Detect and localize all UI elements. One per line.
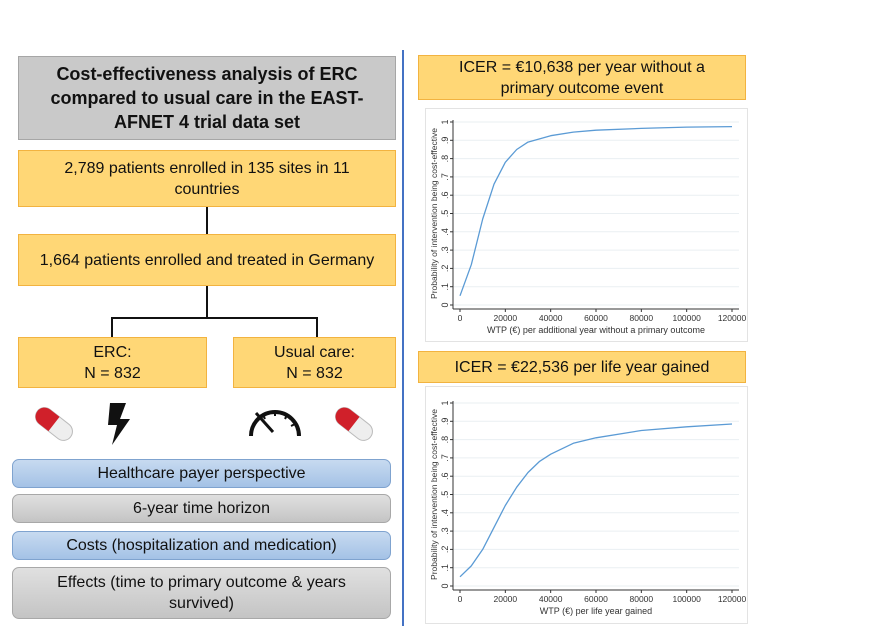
x-tick-label: 60000 bbox=[584, 594, 608, 604]
x-tick-label: 80000 bbox=[630, 313, 654, 323]
chart-1-svg: 0 .1 .2 .3 .4 .5 .6 .7 .8 .9 1 0 20000 40000 60000 8000… bbox=[429, 119, 747, 335]
time-horizon-item: 6-year time horizon bbox=[12, 494, 391, 523]
x-axis-label: WTP (€) per additional year without a pr… bbox=[487, 325, 705, 335]
pill-icon bbox=[35, 407, 73, 441]
divider bbox=[402, 50, 404, 626]
x-tick-label: 100000 bbox=[672, 313, 701, 323]
y-tick-label: .2 bbox=[440, 265, 450, 273]
acceptability-curve bbox=[459, 125, 733, 297]
x-tick-label: 40000 bbox=[539, 594, 563, 604]
lightning-icon bbox=[108, 403, 130, 445]
chart-1: 0 .1 .2 .3 .4 .5 .6 .7 .8 .9 1 0 20000 40000 60000 8000… bbox=[425, 108, 748, 342]
y-tick-label: .6 bbox=[440, 472, 450, 480]
y-tick-label: .7 bbox=[440, 454, 450, 462]
erc-n: N = 832 bbox=[84, 364, 141, 382]
x-tick-label: 20000 bbox=[494, 594, 518, 604]
connector-line bbox=[111, 317, 318, 319]
y-tick-label: .9 bbox=[440, 137, 450, 145]
usual-care-box: Usual care: N = 832 bbox=[233, 337, 396, 388]
connector-line bbox=[111, 317, 113, 337]
y-tick-label: .8 bbox=[440, 155, 450, 163]
y-axis-label: Probability of intervention being cost-e… bbox=[429, 128, 439, 299]
enrolled-box: 2,789 patients enrolled in 135 sites in … bbox=[18, 150, 396, 207]
connector-line bbox=[206, 286, 208, 318]
y-tick-label: .4 bbox=[440, 509, 450, 517]
item-text: Healthcare payer perspective bbox=[97, 465, 306, 482]
connector-line bbox=[206, 207, 208, 234]
y-tick-label: .3 bbox=[440, 527, 450, 535]
x-tick-label: 120000 bbox=[718, 594, 747, 604]
connector-line bbox=[316, 317, 318, 337]
y-tick-label: 0 bbox=[440, 583, 450, 588]
y-tick-label: .3 bbox=[440, 246, 450, 254]
x-tick-label: 60000 bbox=[584, 313, 608, 323]
x-tick-label: 120000 bbox=[718, 313, 747, 323]
y-tick-label: .4 bbox=[440, 228, 450, 236]
pill-icon bbox=[335, 407, 373, 441]
chart-2: 0 .1 .2 .3 .4 .5 .6 .7 .8 .9 1 0 20000 40000 60000 8000… bbox=[425, 386, 748, 624]
germany-box: 1,664 patients enrolled and treated in G… bbox=[18, 234, 396, 286]
x-tick-label: 0 bbox=[458, 313, 463, 323]
icer1-text: ICER = €10,638 per year without a primar… bbox=[459, 58, 705, 97]
y-tick-label: .5 bbox=[440, 210, 450, 218]
title: Cost-effectiveness analysis of ERC compa… bbox=[50, 64, 364, 132]
y-tick-label: .1 bbox=[440, 283, 450, 291]
y-axis-label: Probability of intervention being cost-e… bbox=[429, 409, 439, 580]
y-tick-label: 0 bbox=[440, 302, 450, 307]
erc-label: ERC: bbox=[93, 343, 132, 361]
enrolled-text: 2,789 patients enrolled in 135 sites in … bbox=[64, 159, 350, 198]
title-box: Cost-effectiveness analysis of ERC compa… bbox=[18, 56, 396, 140]
item-text: 6-year time horizon bbox=[133, 500, 270, 517]
y-tick-label: 1 bbox=[440, 119, 450, 124]
item-text: Effects (time to primary outcome & years… bbox=[57, 574, 346, 612]
y-tick-label: .8 bbox=[440, 436, 450, 444]
usual-care-n: N = 832 bbox=[286, 364, 343, 382]
icer1-box: ICER = €10,638 per year without a primar… bbox=[418, 55, 746, 100]
germany-text: 1,664 patients enrolled and treated in G… bbox=[39, 251, 375, 269]
speedometer-icon bbox=[249, 410, 301, 437]
x-tick-label: 100000 bbox=[672, 594, 701, 604]
perspective-item: Healthcare payer perspective bbox=[12, 459, 391, 488]
x-tick-label: 20000 bbox=[494, 313, 518, 323]
y-tick-label: 1 bbox=[440, 400, 450, 405]
erc-box: ERC: N = 832 bbox=[18, 337, 207, 388]
item-text: Costs (hospitalization and medication) bbox=[66, 537, 337, 554]
icer2-text: ICER = €22,536 per life year gained bbox=[454, 358, 710, 376]
y-tick-label: .9 bbox=[440, 418, 450, 426]
chart-2-svg: 0 .1 .2 .3 .4 .5 .6 .7 .8 .9 1 0 20000 40000 60000 8000… bbox=[429, 400, 747, 616]
y-tick-label: .2 bbox=[440, 546, 450, 554]
x-tick-label: 0 bbox=[458, 594, 463, 604]
y-tick-label: .1 bbox=[440, 564, 450, 572]
icer2-box: ICER = €22,536 per life year gained bbox=[418, 351, 746, 383]
acceptability-curve bbox=[459, 423, 733, 578]
x-axis-label: WTP (€) per life year gained bbox=[540, 606, 652, 616]
x-tick-label: 40000 bbox=[539, 313, 563, 323]
y-tick-label: .6 bbox=[440, 191, 450, 199]
usual-care-label: Usual care: bbox=[274, 343, 355, 361]
effects-item: Effects (time to primary outcome & years… bbox=[12, 567, 391, 619]
costs-item: Costs (hospitalization and medication) bbox=[12, 531, 391, 560]
y-tick-label: .7 bbox=[440, 173, 450, 181]
x-tick-label: 80000 bbox=[630, 594, 654, 604]
y-tick-label: .5 bbox=[440, 491, 450, 499]
